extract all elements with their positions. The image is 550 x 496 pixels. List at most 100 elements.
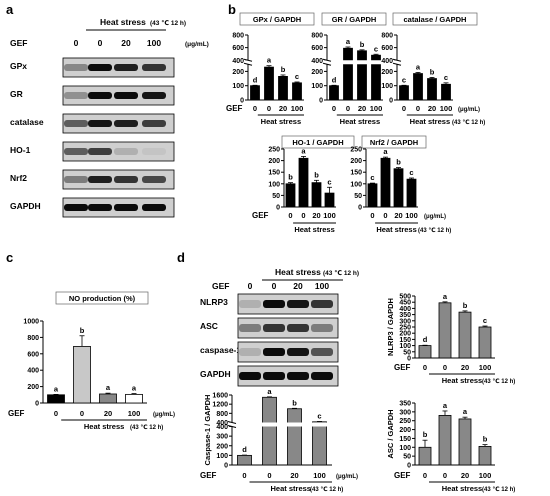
- heat-stress-condition: (43 ℃ 12 h): [150, 19, 186, 27]
- heat-stress-label: Heat stress: [100, 17, 146, 27]
- panel-letter-d: d: [177, 250, 185, 265]
- protein-band: [311, 324, 333, 332]
- axis-break: [244, 60, 304, 65]
- significance-letter: c: [444, 73, 448, 82]
- bar: [458, 311, 472, 359]
- protein-band: [263, 348, 285, 356]
- protein-band: [311, 372, 333, 380]
- dose-label: 100: [313, 471, 326, 480]
- break-mark: [322, 58, 332, 62]
- axis-break: [393, 60, 453, 65]
- bar: [278, 76, 288, 101]
- significance-letter: b: [281, 65, 286, 74]
- heat-stress-label: Heat stress: [261, 117, 301, 126]
- dose-label: 0: [346, 104, 350, 113]
- tick-label: 0: [407, 463, 411, 470]
- tick-label: 350: [399, 401, 411, 408]
- tick-label: 400: [232, 58, 244, 65]
- significance-letter: c: [409, 168, 413, 177]
- protein-band: [142, 64, 166, 71]
- significance-letter: a: [416, 62, 421, 71]
- bar: [329, 85, 339, 101]
- panel-c-axis-labels: GEF 0 0 20 100 (μg/mL) Heat stress (43 ℃ 12 h): [8, 409, 175, 431]
- tick-label: 0: [240, 98, 244, 105]
- tick-label: 400: [311, 58, 323, 65]
- significance-letter: a: [463, 407, 468, 416]
- heat-stress-condition: (43 ℃ 12 h): [482, 378, 515, 385]
- dose-label: 0: [301, 211, 305, 220]
- tick-label: 800: [381, 33, 393, 40]
- significance-letter: a: [383, 147, 388, 156]
- dose-label: 0: [253, 104, 257, 113]
- break-mark: [227, 425, 237, 428]
- dose-label: 100: [128, 409, 141, 418]
- significance-letter: c: [317, 411, 321, 420]
- significance-letter: b: [423, 430, 428, 439]
- bar-break: [286, 422, 303, 427]
- tick-label: 100: [232, 83, 244, 90]
- tick-label: 100: [399, 445, 411, 452]
- chart-title: GPx / GAPDH: [253, 15, 301, 24]
- dose-label: 0: [402, 104, 406, 113]
- chart-title-box: [239, 12, 315, 26]
- significance-letter: a: [54, 384, 59, 393]
- bar: [399, 85, 409, 101]
- protein-band: [114, 204, 138, 211]
- dose-label: 100: [479, 363, 492, 372]
- unit-label: (μg/mL): [153, 412, 175, 418]
- tick-label: 0: [407, 356, 411, 363]
- dose-label: 20: [104, 409, 112, 418]
- band-label: caspase-1: [200, 345, 241, 355]
- protein-band: [311, 300, 333, 308]
- protein-band: [142, 120, 166, 127]
- dose-label: 0: [80, 409, 84, 418]
- bar: [413, 73, 423, 101]
- band-label: GR: [10, 89, 23, 99]
- dose-label: 20: [121, 38, 131, 48]
- significance-letter: d: [423, 335, 428, 344]
- dose-label: 0: [423, 363, 427, 372]
- dose-label: 20: [312, 211, 320, 220]
- band-label: GAPDH: [10, 201, 41, 211]
- protein-band: [64, 204, 88, 211]
- protein-band: [114, 148, 138, 155]
- significance-letter: d: [242, 445, 247, 454]
- significance-letter: a: [132, 384, 137, 393]
- heat-stress-condition: (43 ℃ 12 h): [310, 486, 343, 493]
- heat-stress-label: Heat stress: [271, 484, 311, 493]
- significance-letter: a: [267, 56, 272, 65]
- bar: [47, 394, 65, 404]
- bar: [418, 345, 432, 359]
- protein-band: [239, 348, 261, 356]
- protein-band: [142, 92, 166, 99]
- tick-label: 0: [319, 98, 323, 105]
- tick-label: 200: [311, 69, 323, 76]
- unit-label: (μg/mL): [185, 41, 209, 48]
- tick-label: 400: [216, 424, 228, 431]
- tick-label: 400: [399, 306, 411, 313]
- break-mark: [243, 58, 253, 62]
- dose-label: 100: [315, 281, 329, 291]
- d-heat-stress-condition: (43 ℃ 12 h): [323, 269, 359, 277]
- protein-band: [88, 148, 112, 155]
- chart-title: HO-1 / GAPDH: [292, 138, 343, 147]
- bar: [367, 183, 378, 208]
- chart-title-box: [392, 12, 478, 26]
- significance-letter: b: [292, 398, 297, 407]
- gef-label: GEF: [394, 363, 411, 372]
- protein-band: [311, 348, 333, 356]
- bar: [357, 50, 367, 101]
- significance-letter: c: [295, 72, 299, 81]
- bar: [441, 83, 451, 101]
- y-axis-label: NLRP3 / GAPDH: [386, 298, 395, 356]
- tick-label: 200: [350, 158, 362, 165]
- tick-label: 300: [399, 318, 411, 325]
- heat-stress-condition: (43 ℃ 12 h): [130, 424, 163, 431]
- tick-label: 450: [399, 300, 411, 307]
- protein-band: [88, 120, 112, 127]
- tick-label: 50: [403, 349, 411, 356]
- tick-label: 100: [399, 343, 411, 350]
- protein-band: [263, 324, 285, 332]
